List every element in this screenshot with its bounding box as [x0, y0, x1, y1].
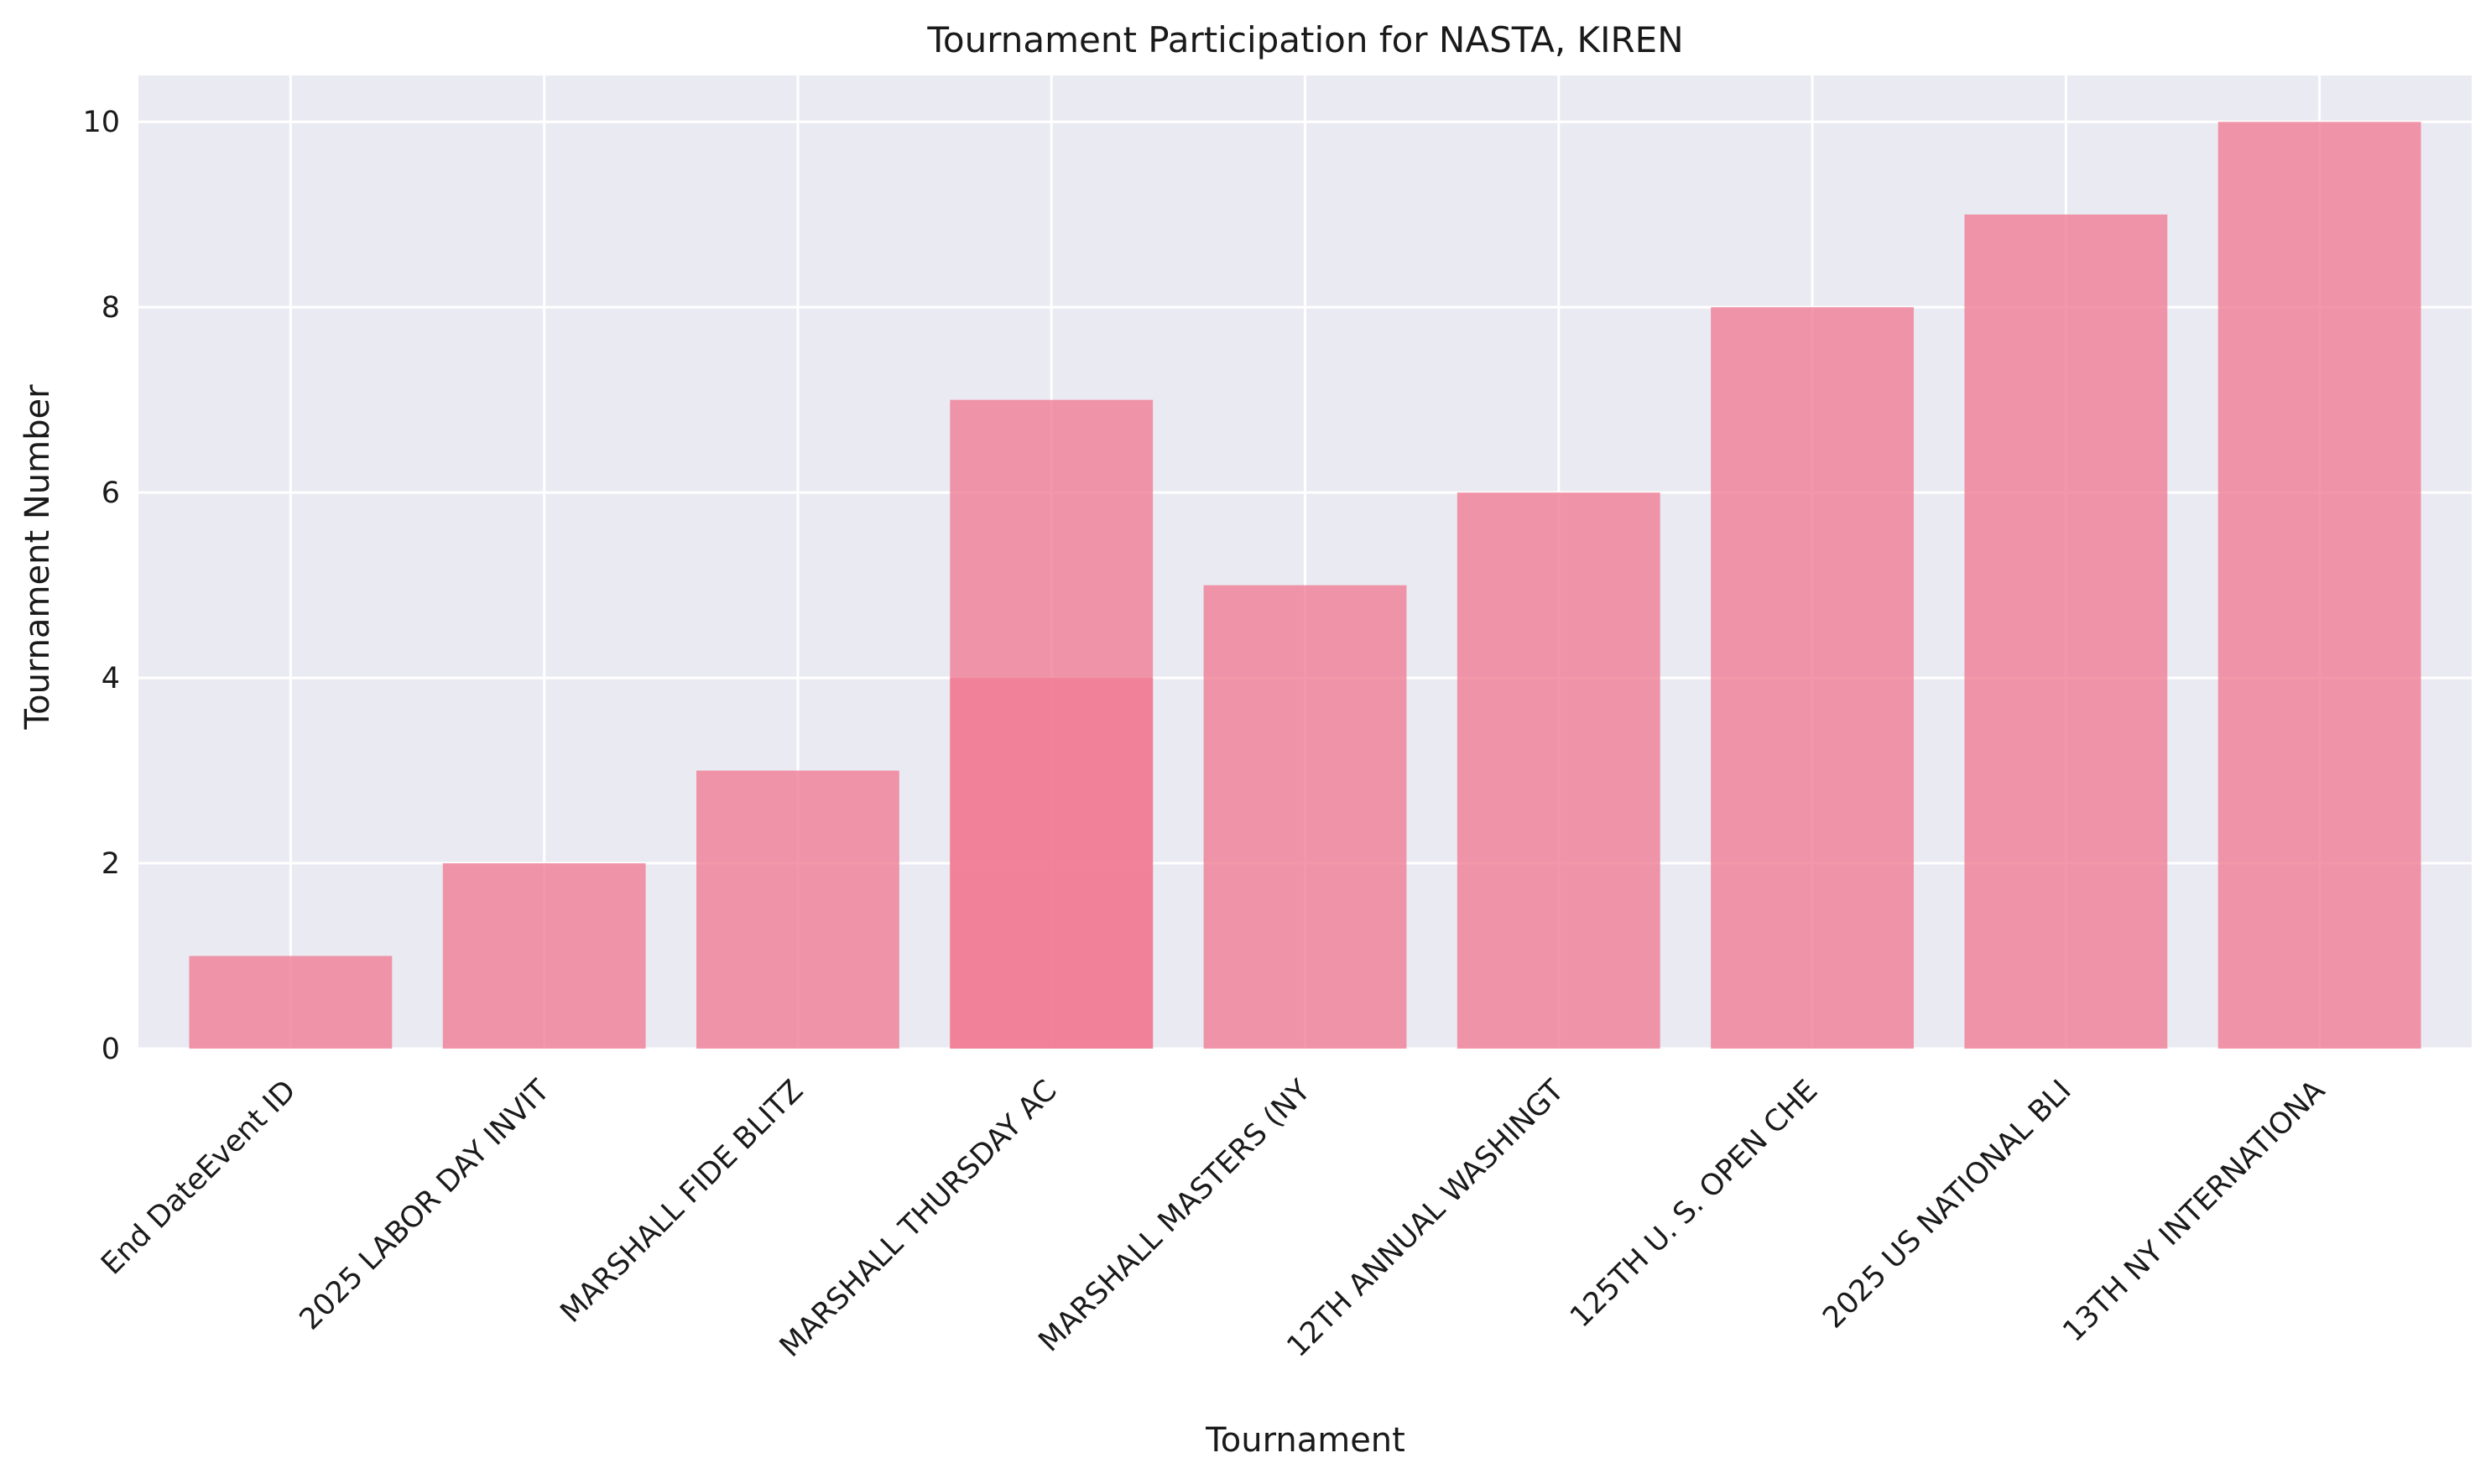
y-tick-label: 0 — [102, 1033, 120, 1066]
x-tick-label: MARSHALL FIDE BLITZ — [555, 1074, 810, 1330]
y-tick-label: 4 — [102, 662, 120, 695]
x-tick-label: 2025 US NATIONAL BLI — [1816, 1074, 2077, 1335]
y-tick-label: 2 — [102, 847, 120, 881]
y-tick-labels: 0 2 4 6 8 10 — [82, 106, 120, 1066]
bar — [1457, 492, 1660, 1049]
y-tick-label: 6 — [102, 476, 120, 510]
bar — [1711, 307, 1914, 1049]
y-tick-label: 8 — [102, 291, 120, 325]
x-tick-label: MARSHALL MASTERS (NY — [1033, 1074, 1318, 1359]
y-axis-label: Tournament Number — [18, 384, 57, 731]
x-tick-label: 125TH U. S. OPEN CHE — [1564, 1074, 1824, 1334]
y-tick-label: 10 — [82, 106, 120, 139]
bar — [2217, 122, 2421, 1049]
bar — [696, 770, 899, 1049]
x-tick-label: 13TH NY INTERNATIONA — [2056, 1074, 2332, 1349]
chart-title: Tournament Participation for NASTA, KIRE… — [926, 19, 1683, 60]
x-tick-label: 12TH ANNUAL WASHINGT — [1281, 1074, 1571, 1364]
x-axis-label: Tournament — [1205, 1421, 1405, 1460]
bar — [950, 399, 1154, 1049]
bar — [1203, 585, 1407, 1049]
bar — [1964, 214, 2168, 1049]
x-tick-label: 2025 LABOR DAY INVIT — [294, 1074, 557, 1337]
bars — [189, 122, 2421, 1049]
x-tick-label: End DateEvent ID — [95, 1074, 302, 1281]
bar — [442, 863, 646, 1049]
x-tick-label: MARSHALL THURSDAY AC — [774, 1074, 1064, 1364]
bar — [189, 955, 393, 1049]
